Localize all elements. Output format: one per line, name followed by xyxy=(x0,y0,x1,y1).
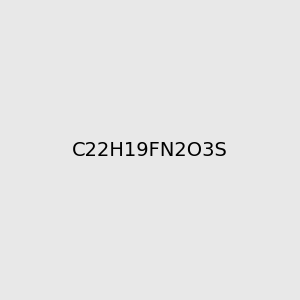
Text: C22H19FN2O3S: C22H19FN2O3S xyxy=(72,140,228,160)
